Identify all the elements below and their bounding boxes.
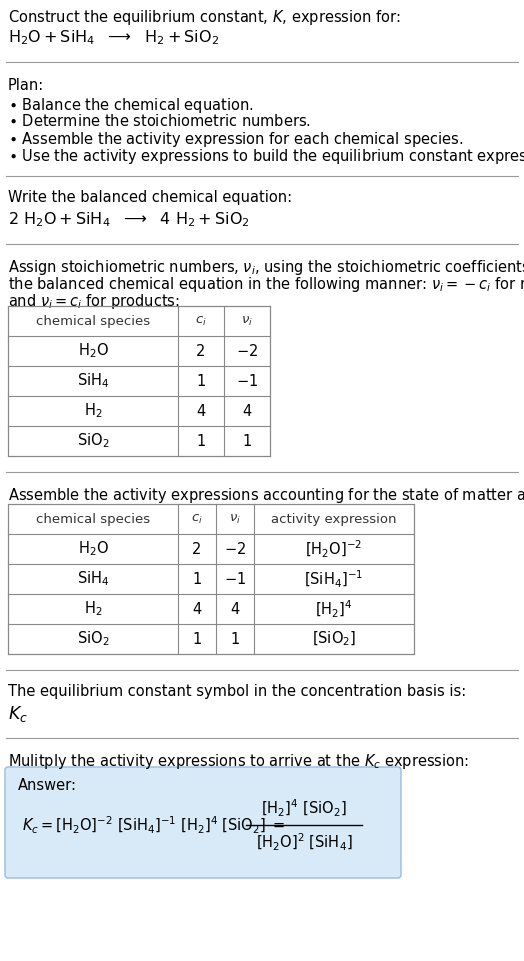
Text: $\mathrm{H_2}$: $\mathrm{H_2}$ <box>84 402 102 420</box>
Text: 1: 1 <box>231 631 239 647</box>
Text: 4: 4 <box>192 602 202 617</box>
Text: $K_c$: $K_c$ <box>8 704 28 724</box>
Text: $\mathrm{H_2O}$: $\mathrm{H_2O}$ <box>78 540 108 558</box>
Text: $\mathrm{SiO_2}$: $\mathrm{SiO_2}$ <box>77 629 109 649</box>
Text: $c_i$: $c_i$ <box>191 512 203 526</box>
FancyBboxPatch shape <box>5 767 401 878</box>
Text: Mulitply the activity expressions to arrive at the $K_c$ expression:: Mulitply the activity expressions to arr… <box>8 752 469 771</box>
Text: 1: 1 <box>243 433 252 449</box>
Text: $-2$: $-2$ <box>224 541 246 557</box>
Text: 2: 2 <box>192 541 202 556</box>
Text: $\mathrm{SiO_2}$: $\mathrm{SiO_2}$ <box>77 431 109 451</box>
Text: Assign stoichiometric numbers, $\nu_i$, using the stoichiometric coefficients, $: Assign stoichiometric numbers, $\nu_i$, … <box>8 258 524 277</box>
Text: $\bullet$ Balance the chemical equation.: $\bullet$ Balance the chemical equation. <box>8 96 254 115</box>
Text: $\nu_i$: $\nu_i$ <box>229 512 241 526</box>
Text: $\bullet$ Assemble the activity expression for each chemical species.: $\bullet$ Assemble the activity expressi… <box>8 130 463 149</box>
Text: Write the balanced chemical equation:: Write the balanced chemical equation: <box>8 190 292 205</box>
Text: and $\nu_i = c_i$ for products:: and $\nu_i = c_i$ for products: <box>8 292 180 311</box>
Text: The equilibrium constant symbol in the concentration basis is:: The equilibrium constant symbol in the c… <box>8 684 466 699</box>
Bar <box>8 306 270 456</box>
Text: 1: 1 <box>196 374 205 388</box>
Text: 4: 4 <box>196 404 205 418</box>
Text: $\mathrm{H_2O}$: $\mathrm{H_2O}$ <box>78 342 108 360</box>
Text: 1: 1 <box>192 572 202 586</box>
Text: $\mathrm{SiH_4}$: $\mathrm{SiH_4}$ <box>77 570 109 588</box>
Text: 1: 1 <box>192 631 202 647</box>
Text: $[\mathrm{H_2}]^4\ [\mathrm{SiO_2}]$: $[\mathrm{H_2}]^4\ [\mathrm{SiO_2}]$ <box>261 798 347 819</box>
Text: Plan:: Plan: <box>8 78 44 93</box>
Text: 2: 2 <box>196 343 206 358</box>
Text: $\mathrm{2\ H_2O + SiH_4\ \ \longrightarrow\ \ 4\ H_2 + SiO_2}$: $\mathrm{2\ H_2O + SiH_4\ \ \longrightar… <box>8 210 250 229</box>
Text: $\bullet$ Use the activity expressions to build the equilibrium constant express: $\bullet$ Use the activity expressions t… <box>8 147 524 166</box>
Text: the balanced chemical equation in the following manner: $\nu_i = -c_i$ for react: the balanced chemical equation in the fo… <box>8 275 524 294</box>
Text: $-1$: $-1$ <box>224 571 246 587</box>
Text: $\mathrm{H_2O + SiH_4\ \ \longrightarrow\ \ H_2 + SiO_2}$: $\mathrm{H_2O + SiH_4\ \ \longrightarrow… <box>8 28 219 47</box>
Text: $[\mathrm{H_2}]^4$: $[\mathrm{H_2}]^4$ <box>315 599 353 620</box>
Text: 1: 1 <box>196 433 205 449</box>
Text: Construct the equilibrium constant, $K$, expression for:: Construct the equilibrium constant, $K$,… <box>8 8 401 27</box>
Text: $\mathrm{SiH_4}$: $\mathrm{SiH_4}$ <box>77 372 109 390</box>
Text: $\mathrm{H_2}$: $\mathrm{H_2}$ <box>84 600 102 618</box>
Text: Assemble the activity expressions accounting for the state of matter and $\nu_i$: Assemble the activity expressions accoun… <box>8 486 524 505</box>
Text: $K_c = [\mathrm{H_2O}]^{-2}\ [\mathrm{SiH_4}]^{-1}\ [\mathrm{H_2}]^4\ [\mathrm{S: $K_c = [\mathrm{H_2O}]^{-2}\ [\mathrm{Si… <box>22 815 286 835</box>
Bar <box>8 504 414 654</box>
Text: $[\mathrm{SiH_4}]^{-1}$: $[\mathrm{SiH_4}]^{-1}$ <box>304 569 364 589</box>
Text: chemical species: chemical species <box>36 512 150 526</box>
Text: $\nu_i$: $\nu_i$ <box>241 314 253 328</box>
Text: $[\mathrm{H_2O}]^2\ [\mathrm{SiH_4}]$: $[\mathrm{H_2O}]^2\ [\mathrm{SiH_4}]$ <box>256 831 352 852</box>
Text: activity expression: activity expression <box>271 512 397 526</box>
Text: 4: 4 <box>231 602 239 617</box>
Text: $c_i$: $c_i$ <box>195 314 207 328</box>
Text: $\bullet$ Determine the stoichiometric numbers.: $\bullet$ Determine the stoichiometric n… <box>8 113 311 129</box>
Text: $-2$: $-2$ <box>236 343 258 359</box>
Text: $[\mathrm{SiO_2}]$: $[\mathrm{SiO_2}]$ <box>312 629 356 649</box>
Text: $[\mathrm{H_2O}]^{-2}$: $[\mathrm{H_2O}]^{-2}$ <box>305 538 363 559</box>
Text: Answer:: Answer: <box>18 778 77 793</box>
Text: $-1$: $-1$ <box>236 373 258 389</box>
Text: 4: 4 <box>243 404 252 418</box>
Text: chemical species: chemical species <box>36 314 150 328</box>
